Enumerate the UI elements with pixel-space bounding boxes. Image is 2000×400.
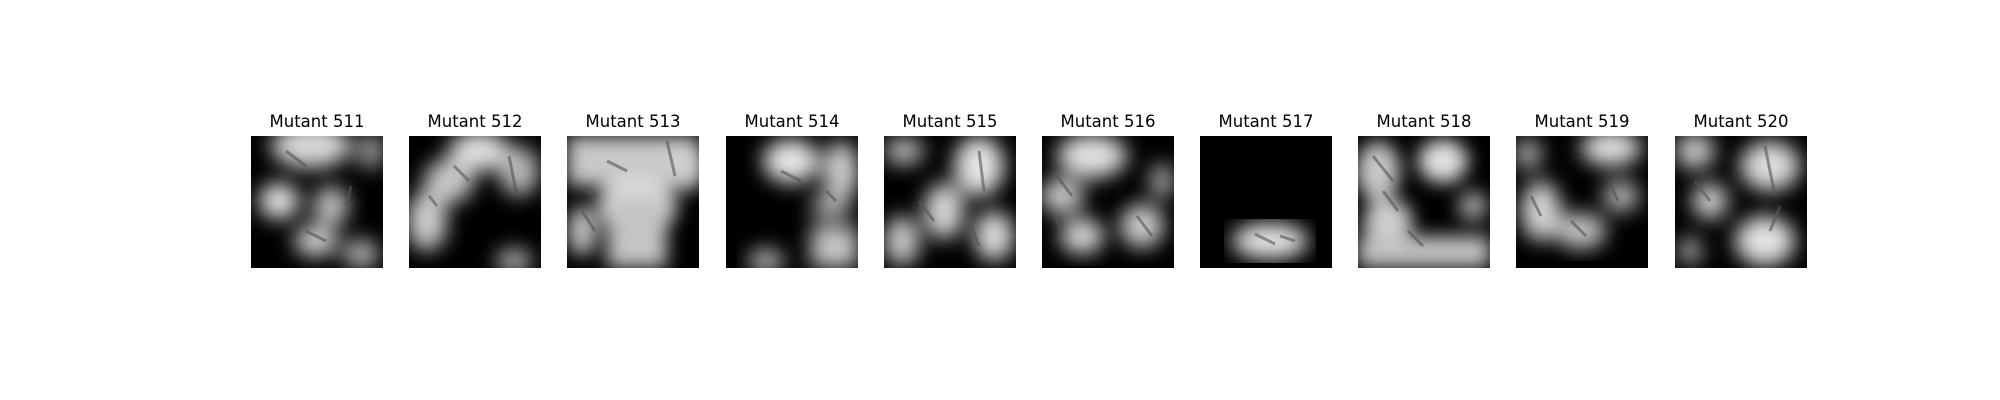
mutant-image (1200, 136, 1332, 268)
panel-title: Mutant 515 (902, 112, 998, 131)
mutant-image (409, 136, 541, 268)
mutant-image (1675, 136, 1807, 268)
panel-title: Mutant 513 (585, 112, 681, 131)
mutant-image (884, 136, 1016, 268)
mutant-image (1042, 136, 1174, 268)
mutant-image (1516, 136, 1648, 268)
panel-title: Mutant 516 (1060, 112, 1156, 131)
panel-title: Mutant 512 (427, 112, 523, 131)
panel-title: Mutant 518 (1376, 112, 1472, 131)
panel-title: Mutant 514 (744, 112, 840, 131)
panel-title: Mutant 517 (1218, 112, 1314, 131)
mutant-image (567, 136, 699, 268)
mutant-image (726, 136, 858, 268)
mutant-image (251, 136, 383, 268)
panel-title: Mutant 511 (269, 112, 365, 131)
mutant-image (1358, 136, 1490, 268)
panel-title: Mutant 519 (1534, 112, 1630, 131)
panel-title: Mutant 520 (1693, 112, 1789, 131)
